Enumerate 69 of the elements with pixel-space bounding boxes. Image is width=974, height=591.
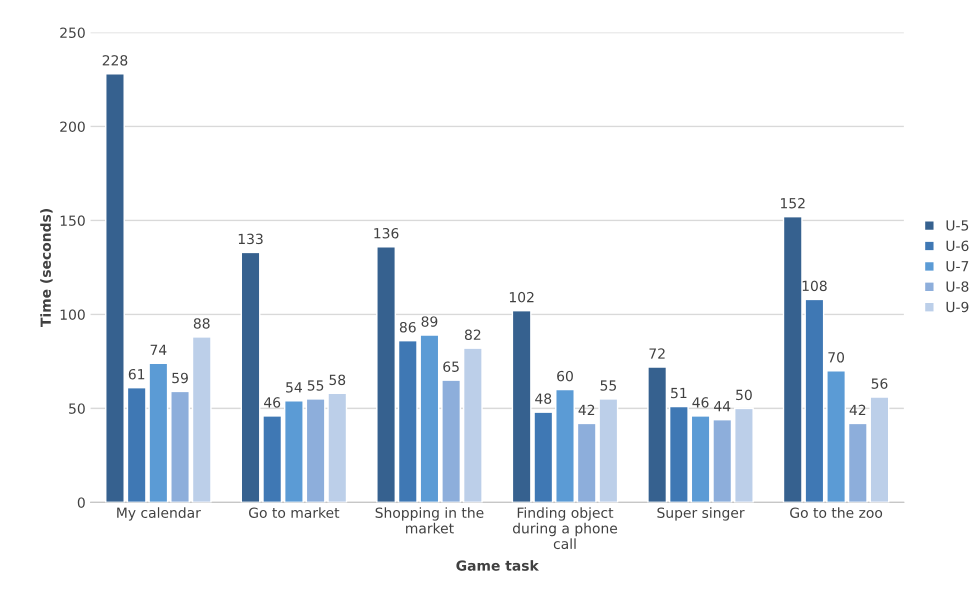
bar	[782, 216, 803, 502]
bar	[576, 422, 597, 502]
bar	[533, 411, 554, 502]
bar	[512, 310, 532, 502]
x-axis-title: Game task	[456, 560, 539, 571]
data-label: 228	[102, 55, 128, 66]
data-label: 74	[150, 344, 166, 355]
data-label: 55	[600, 380, 616, 391]
data-label: 50	[736, 390, 752, 400]
bar	[712, 418, 732, 502]
bar	[240, 252, 260, 502]
data-label: 88	[194, 318, 210, 329]
data-label: 48	[535, 393, 552, 404]
data-label: 56	[872, 378, 888, 389]
x-tick-label: My calendar	[117, 507, 201, 521]
bar	[598, 398, 618, 502]
y-tick-label: 0	[78, 497, 85, 508]
data-label: 102	[510, 292, 534, 302]
bar	[262, 415, 282, 502]
bar	[192, 336, 212, 502]
data-label: 108	[802, 280, 827, 292]
legend-label: U-8	[946, 281, 968, 292]
data-label: 51	[671, 388, 686, 398]
data-label: 136	[374, 228, 398, 239]
data-label: 61	[128, 368, 144, 380]
data-label: 72	[649, 348, 665, 359]
data-label: 82	[464, 329, 480, 340]
bar	[126, 387, 147, 502]
legend-label: U-9	[946, 302, 968, 312]
data-label: 89	[422, 316, 438, 327]
bar	[105, 73, 125, 502]
bar	[376, 246, 396, 502]
data-label: 46	[692, 397, 709, 408]
data-label: 58	[330, 374, 346, 386]
data-label: 60	[557, 370, 573, 382]
bar	[555, 388, 575, 502]
data-label: 65	[443, 361, 459, 372]
x-tick-label: Go to the zoo	[790, 507, 882, 518]
data-label: 55	[308, 380, 324, 391]
x-tick-label: Finding object during a phone call	[512, 507, 618, 550]
x-tick-label: Super singer	[657, 507, 745, 521]
data-label: 70	[828, 352, 844, 363]
y-axis-title: Time (seconds)	[40, 209, 53, 327]
bar	[734, 408, 754, 502]
y-tick-label: 200	[60, 121, 85, 132]
data-label: 42	[578, 404, 594, 415]
data-label: 46	[264, 397, 280, 408]
legend-label: U-7	[946, 261, 968, 272]
bar	[462, 348, 483, 502]
legend-label: U-6	[946, 240, 968, 252]
data-label: 133	[238, 234, 263, 244]
data-label: 86	[400, 322, 416, 332]
bar	[848, 422, 868, 502]
y-tick-label: 150	[60, 215, 85, 226]
x-tick-label: Go to market	[249, 507, 340, 518]
legend-label: U-5	[946, 220, 968, 231]
bar	[647, 366, 668, 502]
x-tick-label: Shopping in the market	[376, 507, 484, 534]
bar	[398, 340, 418, 502]
bar	[327, 392, 348, 502]
data-label: 44	[714, 401, 730, 412]
y-tick-label: 100	[60, 309, 85, 320]
data-label: 59	[172, 372, 188, 384]
data-label: 152	[780, 198, 805, 208]
data-label: 54	[286, 382, 302, 393]
y-tick-label: 50	[69, 403, 85, 414]
bar	[870, 396, 890, 502]
y-tick-label: 250	[60, 27, 85, 38]
data-label: 42	[850, 404, 866, 415]
